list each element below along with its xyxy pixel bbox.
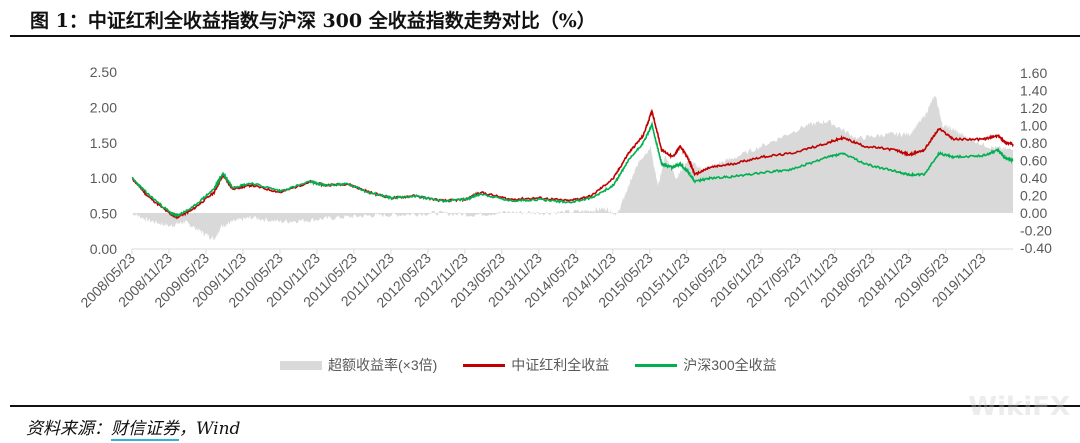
y-left-tick-label: 2.50	[90, 64, 117, 80]
legend-swatch-dividend	[463, 363, 506, 367]
y-right-tick-label: 1.60	[1020, 65, 1047, 81]
y-right-tick-label: 0.60	[1020, 153, 1047, 169]
y-left-tick-label: 2.00	[90, 99, 117, 115]
legend-swatch-excess	[280, 360, 322, 370]
watermark: WikiFX	[968, 392, 1070, 422]
footer-divider	[10, 405, 1080, 407]
source-suffix: ，Wind	[179, 419, 241, 439]
y-right-tick-label: -0.20	[1020, 223, 1052, 239]
chart: 2008/05/232008/11/232009/05/232009/11/23…	[77, 64, 1052, 311]
y-left-tick-label: 0.00	[90, 241, 117, 257]
source-prefix: 资料来源：	[26, 419, 111, 439]
legend-label: 中证红利全收益	[511, 357, 610, 373]
y-left-tick-label: 0.50	[90, 206, 117, 222]
legend-swatch-csi300	[635, 363, 678, 367]
y-right-tick-label: 0.80	[1020, 135, 1047, 151]
title-divider	[10, 35, 1080, 37]
excess-return-area	[132, 95, 1013, 242]
y-right-tick-label: 0.00	[1020, 205, 1047, 221]
legend-item-dividend: 中证红利全收益	[463, 355, 609, 375]
y-left-tick-label: 1.50	[90, 135, 117, 151]
chart-legend: 超额收益率(×3倍) 中证红利全收益 沪深300全收益	[280, 355, 777, 375]
legend-label: 沪深300全收益	[683, 357, 777, 373]
y-right-tick-label: 1.40	[1020, 83, 1047, 99]
y-right-tick-label: -0.40	[1020, 240, 1052, 256]
csi300-index-line	[131, 120, 1014, 218]
legend-item-excess: 超额收益率(×3倍)	[280, 355, 437, 375]
y-left-tick-label: 1.00	[90, 170, 117, 186]
y-right-tick-label: 0.40	[1020, 170, 1047, 186]
legend-item-csi300: 沪深300全收益	[635, 355, 777, 375]
source-note: 资料来源：财信证券，Wind	[26, 414, 241, 441]
legend-label: 超额收益率(×3倍)	[328, 357, 438, 373]
y-right-tick-label: 1.20	[1020, 100, 1047, 116]
y-right-tick-label: 1.00	[1020, 118, 1047, 134]
y-right-tick-label: 0.20	[1020, 188, 1047, 204]
source-link[interactable]: 财信证券	[111, 419, 179, 441]
figure-title: 图 1：中证红利全收益指数与沪深 300 全收益指数走势对比（%）	[30, 10, 596, 32]
